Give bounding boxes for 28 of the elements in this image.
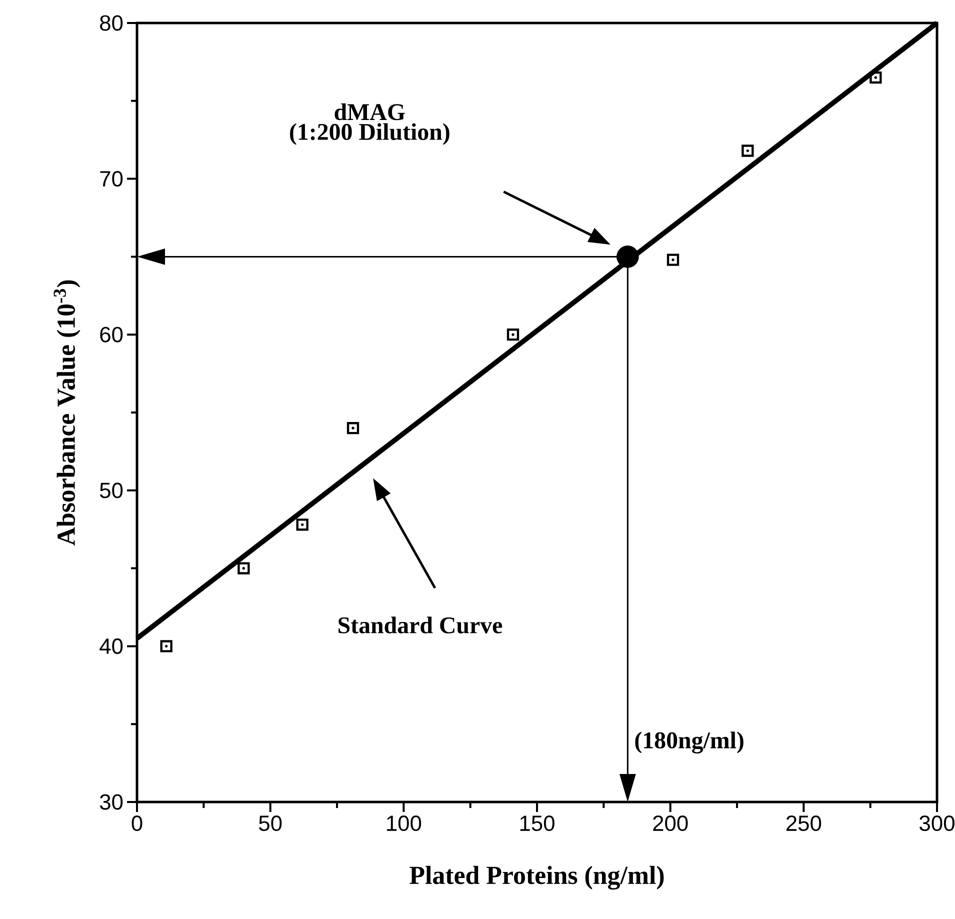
point bbox=[238, 562, 250, 574]
point bbox=[296, 518, 308, 531]
y-axis-title: Absorbance Value (10$^{-3}$) bbox=[54, 280, 80, 546]
x-tick-label: 300 bbox=[920, 816, 954, 832]
x-tick-label: 0 bbox=[132, 816, 142, 832]
annotation: dMAG bbox=[334, 103, 405, 120]
annotation: Standard Curve bbox=[338, 616, 502, 634]
x-tick-label: 200 bbox=[653, 816, 688, 832]
x-tick-label: 50 bbox=[259, 816, 282, 832]
annotation: (180ng/ml) bbox=[635, 732, 744, 754]
point bbox=[160, 640, 172, 652]
annotation: (1:200 Dilution) bbox=[290, 123, 450, 145]
point bbox=[506, 328, 520, 341]
y-tick-label: 70 bbox=[100, 171, 123, 187]
y-tick-label: 80 bbox=[100, 15, 123, 31]
y-tick-label: 30 bbox=[100, 794, 123, 810]
point bbox=[666, 254, 680, 266]
point bbox=[616, 246, 639, 268]
x-tick-label: 100 bbox=[387, 816, 422, 832]
point bbox=[742, 144, 754, 157]
y-tick-label: 40 bbox=[100, 638, 123, 654]
y-tick-label: 50 bbox=[100, 482, 123, 498]
x-axis-title: Plated Proteins (ng/ml) bbox=[410, 866, 664, 890]
point bbox=[346, 422, 360, 434]
x-tick-label: 250 bbox=[786, 816, 822, 832]
x-tick-label: 150 bbox=[520, 816, 554, 832]
y-tick-label: 60 bbox=[100, 326, 123, 342]
point bbox=[870, 71, 882, 84]
